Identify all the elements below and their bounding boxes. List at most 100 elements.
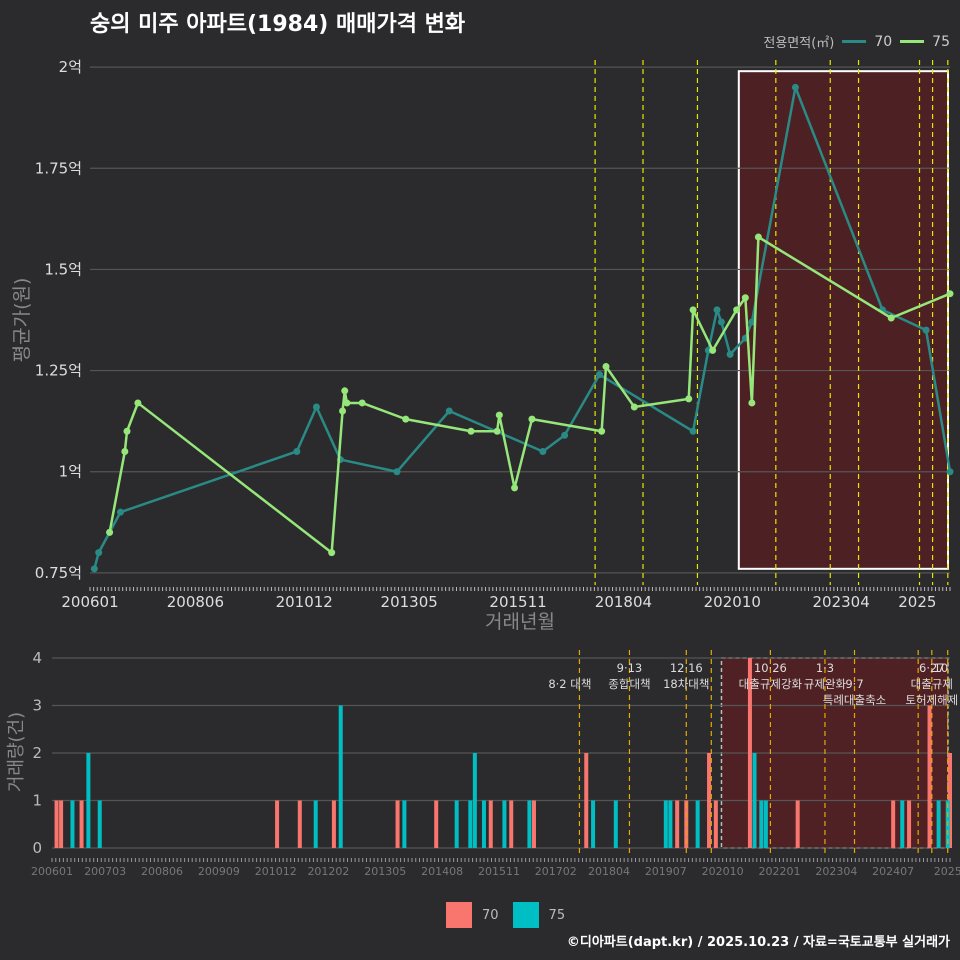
y-tick-label-bottom: 0 — [32, 839, 42, 857]
x-tick-label-bottom: 201012 — [255, 865, 297, 878]
bar-75 — [763, 800, 768, 848]
bar-75 — [86, 753, 91, 848]
policy-annotation: 9·7 — [845, 677, 863, 691]
bar-75 — [591, 800, 596, 848]
policy-annotation: 6·27 — [919, 661, 945, 675]
x-tick-label-top: 202010 — [704, 593, 761, 611]
data-point-75 — [528, 415, 536, 423]
data-point-75 — [741, 294, 749, 302]
data-point-75 — [887, 314, 895, 322]
legend-swatch-70 — [842, 40, 867, 43]
data-point-75 — [493, 427, 501, 435]
data-point-70 — [717, 318, 725, 326]
policy-annotation: 대출규제 — [911, 677, 953, 691]
x-tick-label-top: 201305 — [381, 593, 438, 611]
bar-70 — [395, 800, 400, 848]
y-tick-label-top: 1.75억 — [35, 159, 82, 177]
x-tick-label-bottom: 200601 — [31, 865, 73, 878]
y-tick-label-top: 1.5억 — [44, 260, 82, 278]
data-point-70 — [445, 407, 453, 415]
bar-70 — [675, 800, 680, 848]
bar-70 — [927, 705, 932, 848]
y-tick-label-bottom: 2 — [32, 744, 42, 762]
data-point-70 — [595, 371, 603, 379]
bar-70 — [509, 800, 514, 848]
x-tick-label-top: 201012 — [276, 593, 333, 611]
policy-annotation: 9·13 — [617, 661, 643, 675]
bar-75 — [695, 800, 700, 848]
data-point-70 — [713, 306, 721, 314]
y-tick-label-bottom: 3 — [32, 697, 42, 715]
data-point-75 — [402, 415, 410, 423]
bar-70 — [795, 800, 800, 848]
legend-top: 전용면적(㎡) 70 75 — [763, 32, 950, 52]
y-tick-label-top: 1.25억 — [35, 362, 82, 380]
data-point-75 — [467, 427, 475, 435]
x-tick-label-top: 201511 — [489, 593, 546, 611]
legend-box-70 — [446, 902, 472, 928]
bar-70 — [59, 800, 64, 848]
bar-75 — [468, 800, 473, 848]
y-tick-label-bottom: 1 — [32, 792, 42, 810]
bar-70 — [79, 800, 84, 848]
bar-70 — [297, 800, 302, 848]
bar-75 — [481, 800, 486, 848]
data-point-70 — [116, 508, 124, 516]
x-tick-label-bottom: 200909 — [198, 865, 240, 878]
policy-annotation: 1·3 — [816, 661, 834, 675]
legend-box-75 — [512, 902, 539, 928]
bar-70 — [531, 800, 536, 848]
bar-75 — [759, 800, 764, 848]
data-point-75 — [685, 395, 693, 403]
chart-title: 숭의 미주 아파트(1984) 매매가격 변화 — [90, 12, 466, 37]
data-point-70 — [293, 447, 301, 455]
legend-bottom-label-70: 70 — [482, 907, 499, 923]
bar-75 — [663, 800, 668, 848]
bar-75 — [613, 800, 618, 848]
policy-annotation: 12·16 — [670, 661, 703, 675]
data-point-75 — [754, 233, 762, 241]
x-tick-label-bottom: 201202 — [307, 865, 349, 878]
data-point-75 — [358, 399, 366, 407]
bar-70 — [747, 658, 752, 848]
bar-70 — [275, 800, 280, 848]
bar-75 — [936, 800, 941, 848]
legend-label-70: 70 — [874, 33, 893, 50]
x-tick-label-bottom: 2025 — [934, 865, 960, 878]
data-point-70 — [312, 403, 320, 411]
bar-70 — [488, 800, 493, 848]
x-tick-label-bottom: 202201 — [758, 865, 800, 878]
bar-70 — [713, 800, 718, 848]
x-tick-label-top: 202304 — [813, 593, 870, 611]
x-tick-label-bottom: 201907 — [645, 865, 687, 878]
bar-75 — [900, 800, 905, 848]
highlight-region-top — [737, 70, 949, 570]
data-point-70 — [539, 447, 547, 455]
data-point-75 — [630, 403, 638, 411]
bar-75 — [454, 800, 459, 848]
y-tick-label-bottom: 4 — [32, 649, 42, 667]
bar-75 — [313, 800, 318, 848]
x-tick-label-bottom: 200806 — [141, 865, 183, 878]
bar-70 — [907, 800, 912, 848]
policy-annotation: 18차대책 — [663, 677, 709, 691]
x-tick-label-bottom: 202407 — [872, 865, 914, 878]
bar-70 — [434, 800, 439, 848]
data-point-75 — [343, 399, 351, 407]
bar-70 — [707, 753, 712, 848]
bar-70 — [948, 753, 952, 848]
x-tick-label-top: 201804 — [595, 593, 652, 611]
policy-annotation: 대출규제강화 — [739, 677, 803, 691]
y-tick-label-top: 1억 — [59, 463, 82, 481]
data-point-75 — [709, 346, 717, 354]
data-point-75 — [598, 427, 606, 435]
data-point-70 — [946, 468, 954, 476]
y-axis-title-top: 평균가(원) — [11, 278, 33, 363]
bar-70 — [54, 800, 59, 848]
x-tick-label-top: 2025 — [898, 593, 936, 611]
data-point-75 — [339, 407, 347, 415]
bar-75 — [752, 753, 757, 848]
x-axis-title-top: 거래년월 — [485, 611, 555, 633]
data-point-75 — [946, 290, 954, 298]
y-axis-title-bottom: 거래량(건) — [6, 712, 27, 792]
